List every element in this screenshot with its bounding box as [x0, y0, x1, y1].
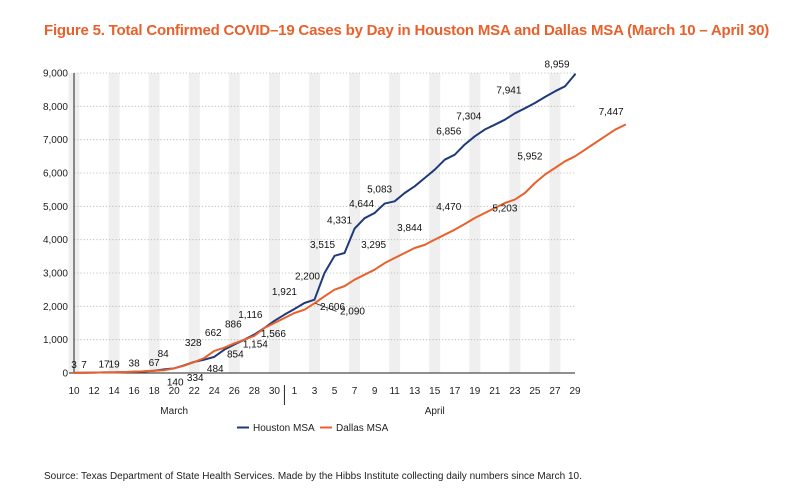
x-tick-label: 16	[129, 386, 141, 397]
data-label: 17	[98, 359, 110, 370]
data-label: 1,154	[243, 340, 268, 351]
data-label: 1,566	[261, 329, 286, 340]
x-tick-label: 11	[389, 386, 400, 397]
y-tick-label: 9,000	[43, 69, 68, 80]
x-tick-label: 22	[189, 386, 201, 397]
x-tick-label: 10	[68, 386, 80, 397]
y-tick-label: 8,000	[43, 102, 68, 113]
y-tick-label: 0	[62, 369, 68, 380]
background-band	[268, 73, 280, 373]
background-band	[188, 73, 200, 373]
x-tick-label: 5	[332, 386, 338, 397]
data-label: 4,644	[349, 199, 374, 210]
month-label-march: March	[160, 406, 188, 417]
x-tick-label: 13	[409, 386, 421, 397]
x-tick-label: 3	[312, 386, 318, 397]
data-label: 5,083	[367, 185, 392, 196]
y-tick-label: 4,000	[43, 235, 68, 246]
y-tick-label: 5,000	[43, 202, 68, 213]
data-label: 328	[185, 338, 202, 349]
data-label: 662	[205, 328, 222, 339]
x-tick-label: 27	[549, 386, 561, 397]
x-tick-label: 1	[292, 386, 298, 397]
data-label: 4,470	[436, 202, 461, 213]
x-tick-label: 21	[489, 386, 501, 397]
background-band	[429, 73, 441, 373]
y-tick-label: 2,000	[43, 302, 68, 313]
source-note: Source: Texas Department of State Health…	[44, 471, 582, 482]
data-label: 1,116	[238, 310, 263, 321]
data-label: 5,952	[517, 152, 542, 163]
x-tick-label: 18	[149, 386, 161, 397]
background-band	[349, 73, 361, 373]
data-label: 38	[129, 359, 141, 370]
data-label: 4,331	[327, 216, 352, 227]
data-label: 2,200	[295, 272, 320, 283]
data-label: 7,447	[599, 107, 624, 118]
background-band	[549, 73, 561, 373]
data-label: 7	[81, 360, 87, 371]
background-band	[469, 73, 481, 373]
data-label: 886	[225, 319, 242, 330]
x-tick-label: 14	[109, 386, 121, 397]
data-label: 5,203	[492, 204, 517, 215]
data-label: 19	[109, 359, 121, 370]
x-tick-label: 15	[429, 386, 441, 397]
x-tick-label: 20	[169, 386, 181, 397]
data-label: 140	[167, 377, 184, 388]
legend-label-houston-msa: Houston MSA	[253, 423, 315, 434]
y-tick-label: 7,000	[43, 135, 68, 146]
data-label: 3,515	[310, 240, 335, 251]
chart-title: Figure 5. Total Confirmed COVID–19 Cases…	[44, 22, 770, 39]
data-label: 2,606	[320, 302, 345, 313]
data-label: 6,856	[436, 126, 461, 137]
x-tick-label: 19	[469, 386, 481, 397]
y-tick-label: 3,000	[43, 269, 68, 280]
background-band	[308, 73, 320, 373]
x-tick-label: 26	[229, 386, 241, 397]
data-label: 3,844	[397, 223, 422, 234]
background-band	[389, 73, 401, 373]
data-label: 8,959	[544, 59, 569, 70]
month-label-april: April	[425, 406, 445, 417]
x-tick-label: 25	[529, 386, 541, 397]
legend-label-dallas-msa: Dallas MSA	[336, 423, 389, 434]
background-band	[148, 73, 160, 373]
data-label: 7,941	[496, 85, 521, 96]
data-label: 7,304	[456, 112, 481, 123]
background-band	[509, 73, 521, 373]
data-label: 3,295	[361, 240, 386, 251]
x-tick-label: 9	[372, 386, 378, 397]
series-line-dallas-msa	[73, 123, 627, 374]
data-label: 2,090	[340, 306, 365, 317]
data-label: 1,921	[272, 287, 297, 298]
x-tick-label: 23	[509, 386, 521, 397]
x-tick-label: 29	[569, 386, 581, 397]
background-band	[228, 73, 240, 373]
annotation-leader	[315, 302, 337, 312]
data-label: 67	[149, 358, 161, 369]
x-tick-label: 24	[209, 386, 221, 397]
data-label: 484	[207, 364, 224, 375]
x-tick-label: 17	[449, 386, 461, 397]
x-tick-label: 28	[249, 386, 261, 397]
x-tick-label: 7	[352, 386, 358, 397]
x-tick-label: 30	[269, 386, 281, 397]
y-tick-label: 6,000	[43, 169, 68, 180]
data-label: 84	[158, 349, 170, 360]
y-tick-label: 1,000	[43, 335, 68, 346]
data-label: 3	[71, 360, 77, 371]
data-label: 854	[227, 350, 244, 361]
background-band	[108, 73, 120, 373]
x-tick-label: 12	[88, 386, 100, 397]
data-label: 334	[187, 373, 204, 384]
